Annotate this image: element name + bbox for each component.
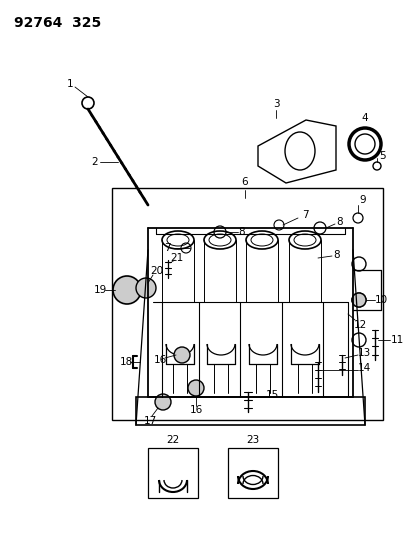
Text: 3: 3 bbox=[272, 99, 279, 109]
Ellipse shape bbox=[245, 231, 277, 249]
Circle shape bbox=[154, 394, 171, 410]
Circle shape bbox=[351, 333, 365, 347]
Text: 18: 18 bbox=[119, 357, 132, 367]
Text: 2: 2 bbox=[91, 157, 98, 167]
Text: 16: 16 bbox=[189, 405, 202, 415]
Ellipse shape bbox=[204, 231, 235, 249]
Text: 23: 23 bbox=[246, 435, 259, 445]
Bar bbox=[112, 188, 382, 420]
Text: 92764  325: 92764 325 bbox=[14, 16, 101, 30]
Text: 12: 12 bbox=[353, 320, 366, 330]
Text: 13: 13 bbox=[356, 348, 370, 358]
Circle shape bbox=[188, 380, 204, 396]
Circle shape bbox=[351, 293, 365, 307]
Text: 8: 8 bbox=[238, 227, 245, 237]
Text: 16: 16 bbox=[153, 355, 166, 365]
Text: 1: 1 bbox=[66, 79, 73, 89]
Text: 10: 10 bbox=[373, 295, 387, 305]
Text: 14: 14 bbox=[356, 363, 370, 373]
Bar bbox=[228, 448, 277, 498]
Text: 7: 7 bbox=[301, 210, 308, 220]
Text: 15: 15 bbox=[265, 390, 278, 400]
Text: 11: 11 bbox=[389, 335, 403, 345]
Circle shape bbox=[136, 278, 156, 298]
Text: 9: 9 bbox=[359, 195, 366, 205]
Text: 20: 20 bbox=[150, 266, 163, 276]
Text: 22: 22 bbox=[166, 435, 179, 445]
Text: 19: 19 bbox=[93, 285, 107, 295]
Text: 8: 8 bbox=[333, 250, 339, 260]
Circle shape bbox=[351, 257, 365, 271]
Circle shape bbox=[351, 293, 365, 307]
Circle shape bbox=[173, 347, 190, 363]
Ellipse shape bbox=[161, 231, 194, 249]
Text: 21: 21 bbox=[170, 253, 183, 263]
Text: 8: 8 bbox=[336, 217, 342, 227]
Ellipse shape bbox=[288, 231, 320, 249]
Text: 6: 6 bbox=[241, 177, 248, 187]
Circle shape bbox=[113, 276, 141, 304]
Text: 5: 5 bbox=[379, 151, 385, 161]
Text: 7: 7 bbox=[163, 243, 170, 253]
Text: 4: 4 bbox=[361, 113, 368, 123]
Bar bbox=[147, 448, 197, 498]
Text: 17: 17 bbox=[143, 416, 156, 426]
